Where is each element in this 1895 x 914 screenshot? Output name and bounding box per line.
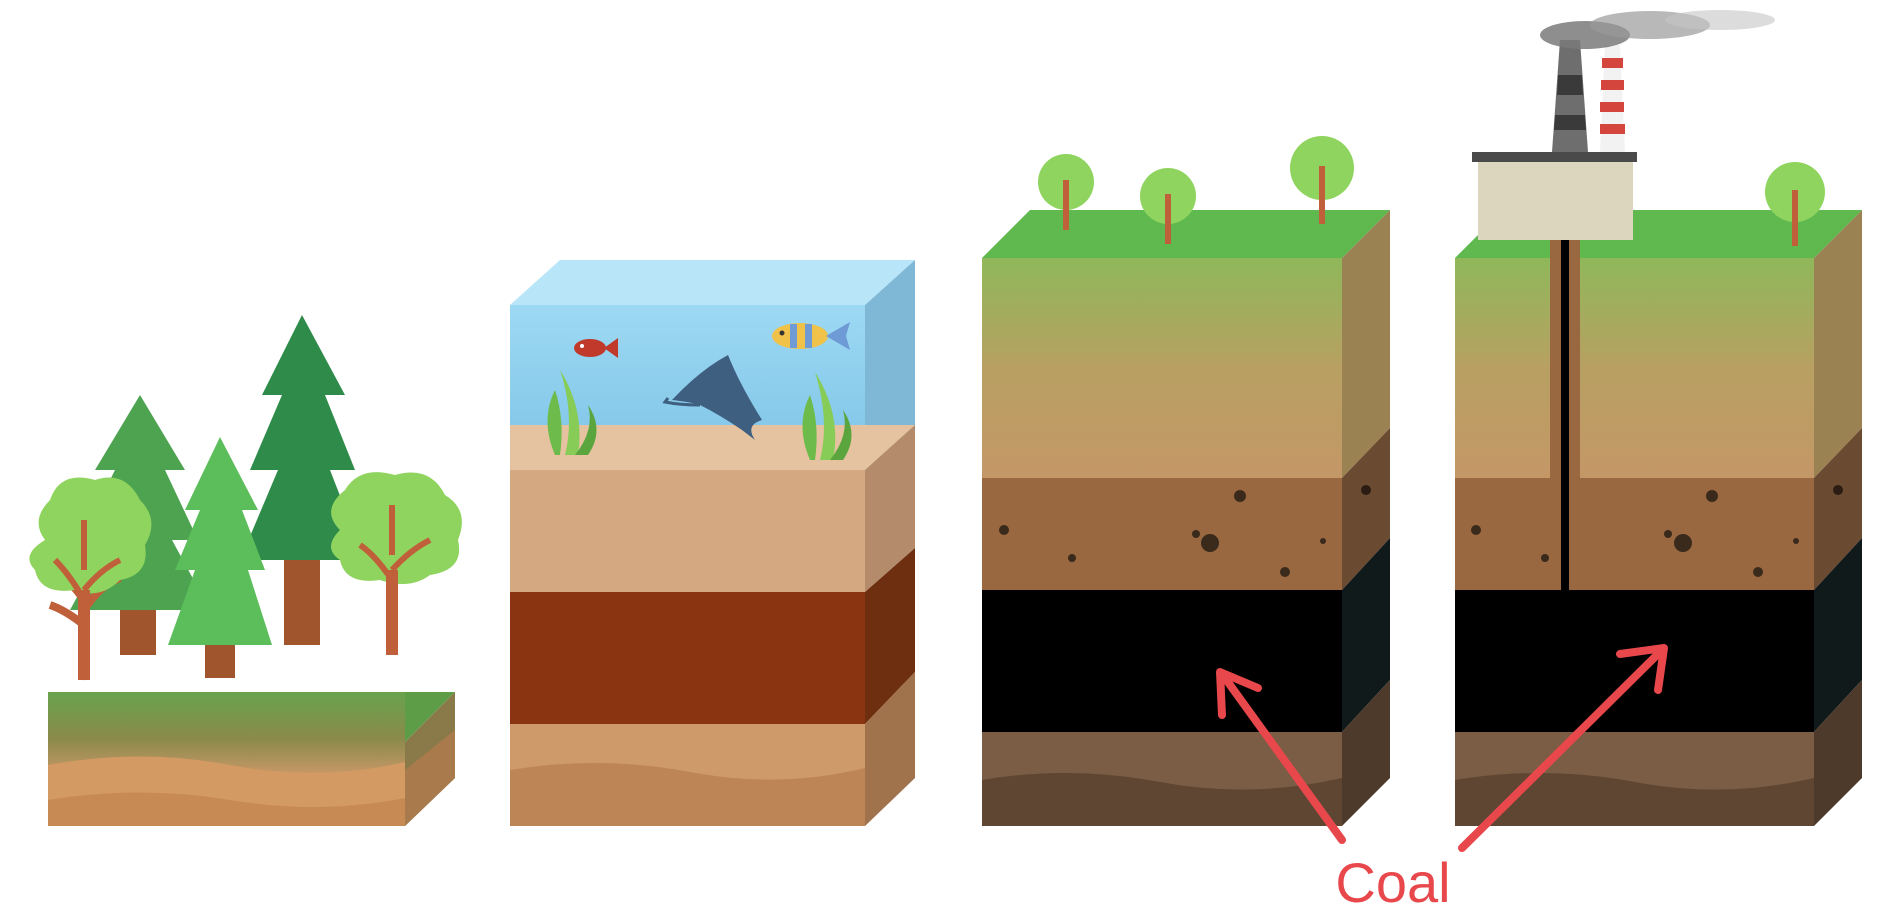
pine-tree-icon [240,315,365,645]
deciduous-tree-icon [331,472,462,655]
arrow-line [1221,674,1346,844]
coal-annotation: Coal [1216,644,1668,914]
coal-mining-block [1455,210,1862,826]
forest-block [48,692,455,826]
chimney-icon [1600,45,1625,152]
small-tree-icon [1765,162,1825,246]
arrow-head-icon [1216,668,1262,719]
chimney-icon [1552,40,1588,152]
arrow-head-icon [1616,644,1668,694]
swamp-block [510,260,915,826]
smoke-icon [1540,10,1775,49]
seaweed-icon [547,370,597,455]
pine-tree-icon [168,437,272,678]
coal-layer-block [982,210,1390,826]
striped-fish-icon [772,322,850,350]
arrow-line [1458,648,1664,852]
red-fish-icon [574,338,618,358]
coal-seam [982,590,1342,732]
seaweed-icon [802,372,852,460]
mine-shaft-icon [1550,240,1580,590]
small-tree-icon [1140,168,1196,244]
small-tree-icon [1038,154,1094,230]
coal-seam [1455,590,1814,732]
stingray-icon [662,355,762,440]
power-plant-icon [1472,152,1637,240]
coal-label: Coal [1335,851,1450,914]
small-tree-icon [1290,136,1354,224]
deciduous-tree-icon [29,477,152,681]
